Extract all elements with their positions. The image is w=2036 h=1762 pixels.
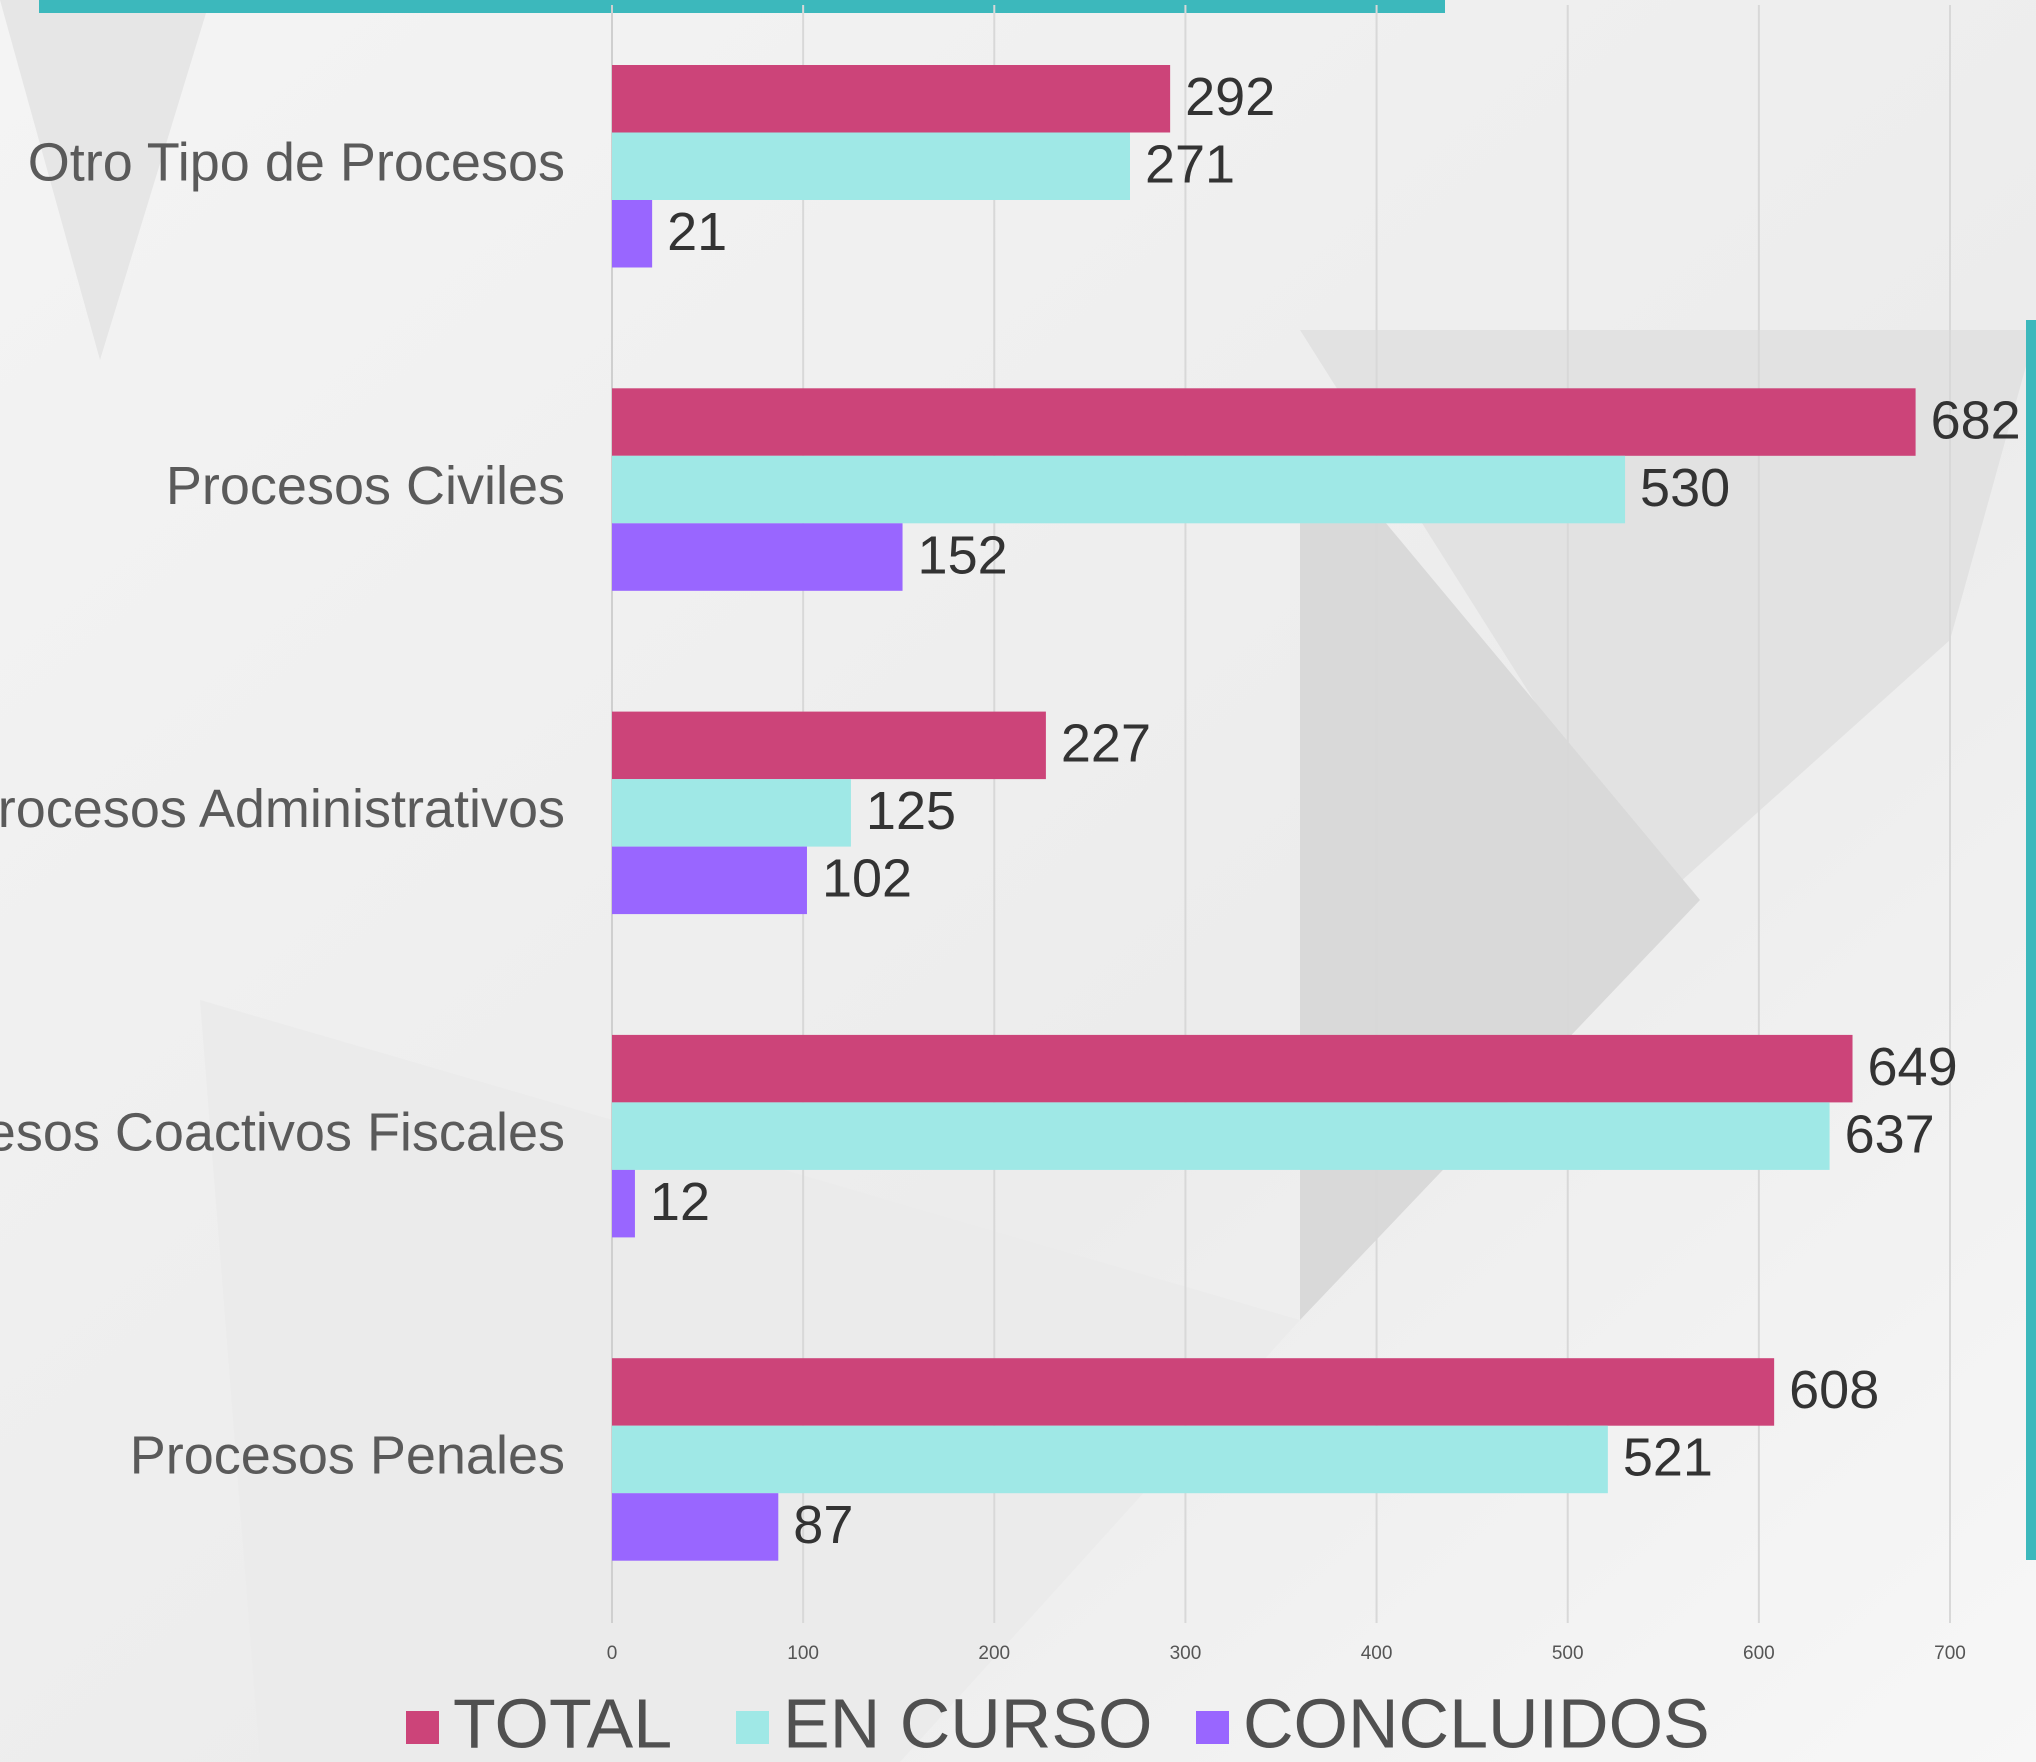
- bar: [612, 455, 1626, 524]
- value-label: 102: [822, 849, 912, 909]
- x-tick-label: 400: [1361, 1643, 1393, 1664]
- x-tick-label: 0: [607, 1643, 618, 1664]
- bar: [612, 523, 903, 591]
- value-label: 521: [1623, 1428, 1713, 1488]
- y-tick-label: Procesos Penales: [130, 1426, 565, 1486]
- x-tick-label: 300: [1170, 1643, 1202, 1664]
- bar: [612, 711, 1046, 780]
- y-tick-label: Otro Tipo de Procesos: [28, 133, 565, 193]
- y-tick-label: Procesos Civiles: [166, 456, 565, 516]
- legend-label: TOTAL: [453, 1684, 672, 1762]
- value-label: 637: [1845, 1104, 1935, 1164]
- plot: 0 100 200 300 400 500 600 700 Otro Tipo de Proce…: [0, 5, 2021, 1762]
- x-tick-label: 100: [787, 1643, 819, 1664]
- bar: [612, 1034, 1853, 1103]
- value-label: 271: [1145, 135, 1235, 195]
- bar: [612, 846, 807, 915]
- bar: [612, 1425, 1608, 1494]
- legend-label: EN CURSO: [783, 1684, 1152, 1762]
- value-label: 152: [918, 525, 1008, 585]
- value-label: 530: [1640, 458, 1730, 518]
- bar: [612, 388, 1916, 456]
- bar: [612, 1493, 779, 1561]
- legend-label: CONCLUIDOS: [1243, 1684, 1710, 1762]
- value-label: 12: [650, 1172, 710, 1232]
- value-label: 21: [667, 202, 727, 262]
- bar: [612, 779, 851, 847]
- x-tick-label: 500: [1552, 1643, 1584, 1664]
- header-bar: [39, 0, 1445, 13]
- x-tick-label: 600: [1743, 1643, 1775, 1664]
- y-tick-label: Procesos Coactivos Fiscales: [0, 1102, 565, 1162]
- value-label: 125: [866, 781, 956, 841]
- bar: [612, 132, 1130, 200]
- bar: [612, 1102, 1830, 1170]
- bar: [612, 200, 653, 268]
- y-tick-label: Procesos Administrativos: [0, 779, 565, 839]
- legend-swatch: [736, 1711, 769, 1744]
- bar: [612, 65, 1171, 133]
- value-label: 682: [1931, 390, 2021, 450]
- side-frame: [2026, 320, 2036, 1560]
- legend-swatch: [1196, 1711, 1229, 1744]
- bar: [612, 1169, 635, 1238]
- bg-shape: [0, 0, 210, 360]
- legend-swatch: [406, 1711, 439, 1744]
- x-tick-label: 700: [1934, 1643, 1966, 1664]
- x-tick-label: 200: [978, 1643, 1010, 1664]
- value-label: 649: [1868, 1037, 1958, 1097]
- value-label: 608: [1789, 1360, 1879, 1420]
- value-label: 87: [793, 1495, 853, 1555]
- value-label: 292: [1185, 67, 1275, 127]
- bar: [612, 1358, 1775, 1426]
- value-label: 227: [1061, 714, 1151, 774]
